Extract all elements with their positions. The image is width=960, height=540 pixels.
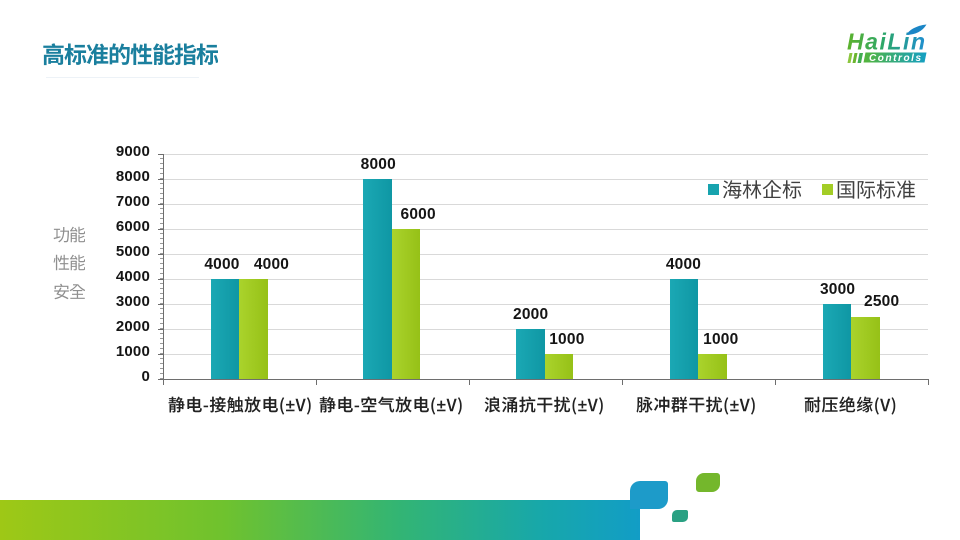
svg-text:Controls: Controls	[869, 53, 921, 64]
